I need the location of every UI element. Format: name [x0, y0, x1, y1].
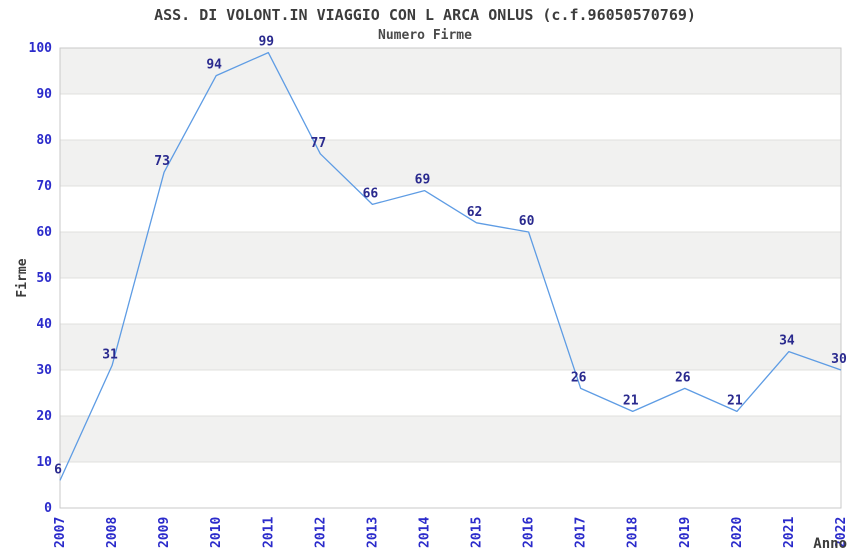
x-tick-label: 2018: [626, 517, 641, 548]
series-line: [59, 51, 842, 481]
plot-band: [60, 140, 841, 186]
y-tick-label: 50: [36, 271, 52, 286]
value-label: 62: [467, 205, 483, 220]
y-tick-label: 70: [36, 179, 52, 194]
value-label: 31: [102, 347, 118, 362]
x-tick-label: 2020: [730, 517, 745, 548]
value-label: 30: [831, 352, 847, 367]
plot-border: [59, 47, 842, 509]
value-label: 94: [206, 58, 222, 73]
plot-band: [60, 48, 841, 94]
value-label: 66: [363, 186, 379, 201]
chart-subtitle: Numero Firme: [378, 28, 472, 43]
plot-band: [60, 416, 841, 462]
value-label: 21: [623, 393, 639, 408]
value-label: 60: [519, 214, 535, 229]
x-tick-label: 2022: [834, 517, 849, 548]
chart-title: ASS. DI VOLONT.IN VIAGGIO CON L ARCA ONL…: [154, 6, 696, 24]
y-tick-label: 30: [36, 363, 52, 378]
x-tick-label: 2016: [522, 517, 537, 548]
y-tick-label: 10: [36, 455, 52, 470]
value-label: 21: [727, 393, 743, 408]
x-tick-label: 2013: [365, 517, 380, 548]
x-tick-label: 2019: [678, 517, 693, 548]
y-tick-label: 80: [36, 133, 52, 148]
x-axis-title: Anno: [813, 536, 847, 550]
x-tick-label: 2011: [261, 517, 276, 548]
y-axis-title: Firme: [15, 258, 30, 297]
y-tick-label: 20: [36, 409, 52, 424]
value-label: 69: [415, 173, 431, 188]
x-tick-label: 2014: [417, 517, 432, 548]
value-label: 34: [779, 334, 795, 349]
value-label: 26: [571, 370, 587, 385]
y-tick-label: 40: [36, 317, 52, 332]
plot-band: [60, 232, 841, 278]
x-tick-label: 2009: [157, 517, 172, 548]
y-tick-label: 90: [36, 87, 52, 102]
value-label: 99: [258, 35, 274, 50]
value-label: 77: [311, 136, 327, 151]
value-label: 26: [675, 370, 691, 385]
x-tick-label: 2007: [53, 517, 68, 548]
y-tick-label: 60: [36, 225, 52, 240]
x-tick-label: 2017: [574, 517, 589, 548]
y-tick-label: 100: [29, 41, 53, 56]
value-label: 73: [154, 154, 170, 169]
x-tick-label: 2008: [105, 517, 120, 548]
plot-band: [60, 324, 841, 370]
y-tick-label: 0: [44, 501, 52, 516]
value-label: 6: [54, 462, 62, 477]
x-tick-label: 2021: [782, 517, 797, 548]
x-tick-label: 2010: [209, 517, 224, 548]
x-tick-label: 2012: [313, 517, 328, 548]
x-tick-label: 2015: [470, 517, 485, 548]
